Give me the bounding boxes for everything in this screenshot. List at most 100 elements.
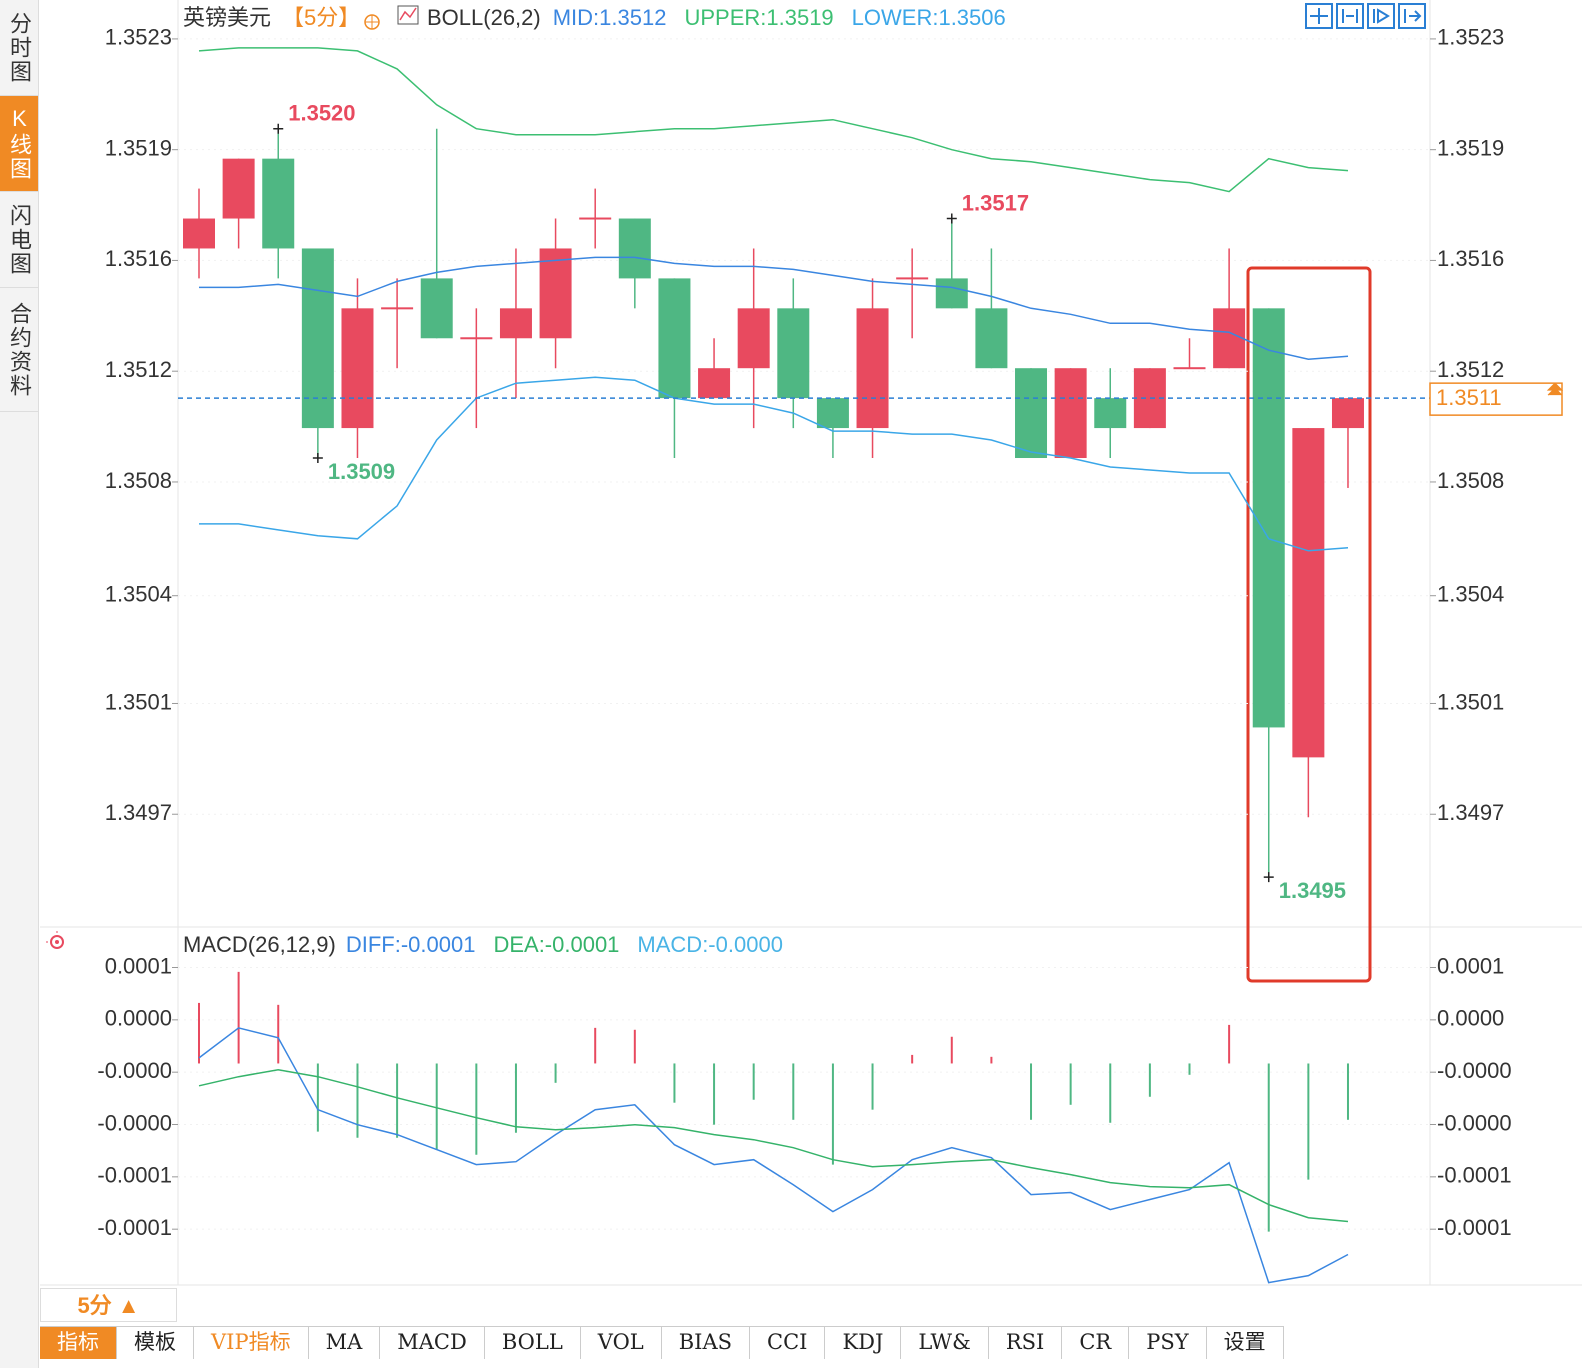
candle-body: [222, 158, 255, 219]
y-tick-label: 0.0000: [1437, 1006, 1504, 1031]
indicator-name: BOLL(26,2): [427, 5, 541, 30]
candle: [737, 248, 770, 429]
toolbar-button[interactable]: [1367, 3, 1395, 29]
sidebar-tab[interactable]: K线图: [0, 96, 38, 192]
candle: [658, 278, 691, 459]
candle-body: [183, 218, 215, 249]
candle: [856, 278, 889, 459]
indicator-tab[interactable]: BIAS: [662, 1327, 751, 1359]
toolbar-button[interactable]: [1336, 3, 1364, 29]
candle-body: [896, 277, 929, 280]
y-tick-label: 1.3497: [1437, 800, 1504, 825]
highlight-box: [1246, 266, 1372, 983]
extreme-label: 1.3509: [328, 459, 395, 484]
candle: [381, 278, 414, 369]
candle: [1173, 338, 1206, 370]
y-tick-label: 0.0001: [1437, 953, 1504, 978]
candle-body: [777, 308, 810, 399]
y-tick-label: -0.0001: [97, 1163, 172, 1188]
candle: [777, 278, 810, 429]
y-tick-label: 1.3516: [1437, 246, 1504, 271]
indicator-tab[interactable]: 设置: [1207, 1327, 1284, 1359]
chart-subtitle: 【5分】: [282, 5, 360, 30]
y-tick-label: -0.0001: [97, 1215, 172, 1240]
candle-body: [1292, 428, 1325, 758]
candle-body: [737, 308, 770, 369]
y-tick-label: 1.3497: [105, 800, 172, 825]
candle: [579, 188, 612, 249]
indicator-tab[interactable]: BOLL: [485, 1327, 581, 1359]
sidebar-tab[interactable]: 闪电图: [0, 192, 38, 288]
candle-body: [1054, 368, 1087, 459]
sidebar-tab[interactable]: 分时图: [0, 0, 38, 96]
candle-body: [499, 308, 532, 339]
legend-entry: MID:1.3512: [553, 5, 667, 30]
indicator-tab[interactable]: KDJ: [825, 1327, 902, 1359]
y-tick-label: 1.3519: [1437, 135, 1504, 160]
macd-line: [198, 1068, 1349, 1223]
indicator-tab[interactable]: PSY: [1129, 1327, 1207, 1359]
legend-entry: MACD:-0.0000: [637, 932, 783, 957]
candle-body: [1252, 308, 1285, 728]
toolbar-button[interactable]: [1398, 3, 1426, 29]
toolbar-button[interactable]: [1305, 3, 1333, 29]
indicator-tab[interactable]: MACD: [380, 1327, 485, 1359]
settings-icon[interactable]: [46, 931, 68, 953]
indicator-tabs: 指标 模板 VIP指标 MA MACD BOLL VOL BIAS CCI KDJ LW& RSI CR…: [40, 1326, 1284, 1359]
indicator-tab[interactable]: CR: [1062, 1327, 1130, 1359]
add-icon[interactable]: [364, 14, 380, 30]
sidebar-tab[interactable]: 合约资料: [0, 288, 38, 412]
indicator-tab[interactable]: 指标: [40, 1327, 117, 1359]
candle-body: [579, 217, 612, 220]
last-price-label: 1.3511: [1436, 385, 1502, 410]
y-tick-label: 1.3501: [1437, 689, 1504, 714]
boll-line: [199, 256, 1349, 360]
candle: [1213, 248, 1246, 369]
last-price-arrow: [1546, 382, 1564, 396]
legend-entry: LOWER:1.3506: [852, 5, 1006, 30]
indicator-tab[interactable]: CCI: [750, 1327, 826, 1359]
extreme-marker: [312, 453, 323, 464]
candle: [301, 248, 334, 459]
y-tick-label: 1.3504: [105, 582, 172, 607]
y-tick-label: 1.3512: [105, 357, 172, 382]
candle: [975, 248, 1008, 369]
extreme-label: 1.3495: [1279, 878, 1346, 903]
candle-body: [856, 308, 889, 429]
candle-body: [262, 158, 295, 249]
candle: [1054, 368, 1087, 459]
candle: [1094, 368, 1127, 459]
indicator-tab[interactable]: VIP指标: [194, 1327, 309, 1359]
indicator-tab[interactable]: 模板: [117, 1327, 194, 1359]
y-tick-label: 1.3504: [1437, 582, 1504, 607]
candle: [618, 218, 651, 309]
candle-body: [1331, 398, 1364, 429]
last-price-box: [1429, 382, 1563, 416]
candle: [935, 218, 968, 309]
indicator-icon: [397, 5, 419, 25]
y-tick-label: 0.0001: [105, 953, 172, 978]
indicator-tab[interactable]: RSI: [989, 1327, 1063, 1359]
candle: [341, 278, 374, 459]
candle-body: [935, 278, 968, 309]
indicator-tab[interactable]: LW&: [901, 1327, 989, 1359]
period-button[interactable]: 5分 ▲: [40, 1288, 177, 1322]
legend-entry: UPPER:1.3519: [684, 5, 833, 30]
y-tick-label: 1.3519: [105, 135, 172, 160]
indicator-tab[interactable]: MA: [309, 1327, 381, 1359]
extreme-label: 1.3520: [288, 101, 355, 126]
candle: [222, 158, 255, 249]
indicator-tab[interactable]: VOL: [581, 1327, 662, 1359]
y-tick-label: 1.3508: [105, 468, 172, 493]
chart-title: MACD(26,12,9): [183, 932, 336, 957]
y-tick-label: 1.3508: [1437, 468, 1504, 493]
candle-body: [539, 248, 572, 339]
candle-body: [618, 218, 651, 279]
candle: [539, 218, 572, 369]
y-tick-label: 1.3512: [1437, 357, 1504, 382]
extreme-label: 1.3517: [962, 190, 1029, 215]
candle: [499, 248, 532, 399]
candle-body: [816, 398, 849, 429]
